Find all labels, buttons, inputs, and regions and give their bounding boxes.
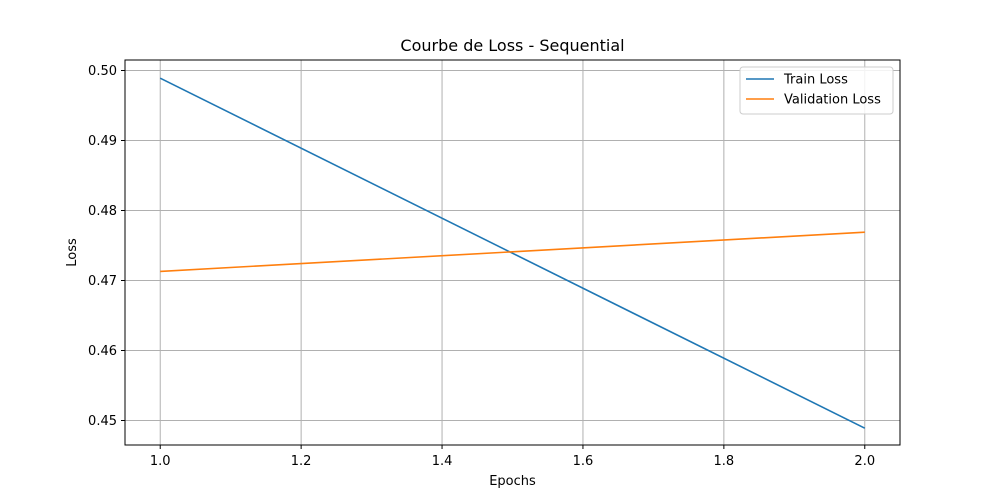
y-axis-title: Loss [65,238,80,267]
y-tick-label: 0.48 [88,204,117,219]
legend-box [739,66,894,115]
plot-frame [124,59,901,446]
y-tick-label: 0.50 [88,64,117,79]
x-tick-label: 2.0 [854,454,875,469]
series-lines [159,77,866,429]
axis-ticks: 1.0 1.2 1.4 1.6 1.8 2.0 0.45 0.46 0.47 0.48 0.49 0.… [88,64,875,469]
x-tick-label: 1.8 [714,454,735,469]
y-tick-label: 0.49 [88,134,117,149]
legend: Train Loss Validation Loss [739,66,894,115]
x-tick-label: 1.6 [573,454,594,469]
y-tick-label: 0.46 [88,344,117,359]
x-axis-title: Epochs [489,474,536,489]
x-tick-label: 1.0 [150,454,171,469]
chart-title: Courbe de Loss - Sequential [400,36,624,55]
series-line-validation-loss [160,231,865,273]
x-tick-label: 1.2 [291,454,312,469]
series-line-train-loss [159,77,866,429]
y-tick-label: 0.47 [88,274,117,289]
legend-label: Train Loss [783,73,848,88]
x-tick-label: 1.4 [432,454,453,469]
grid [125,60,900,445]
y-tick-label: 0.45 [88,414,117,429]
legend-label: Validation Loss [784,93,881,108]
